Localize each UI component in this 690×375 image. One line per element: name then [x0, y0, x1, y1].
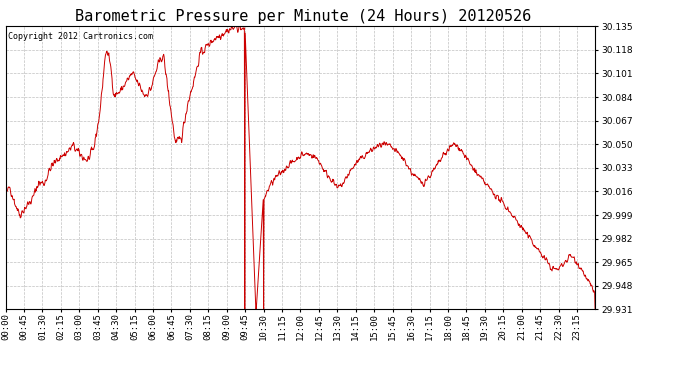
Text: Barometric Pressure per Minute (24 Hours) 20120526: Barometric Pressure per Minute (24 Hours… [75, 9, 532, 24]
Text: Copyright 2012 Cartronics.com: Copyright 2012 Cartronics.com [8, 32, 153, 41]
